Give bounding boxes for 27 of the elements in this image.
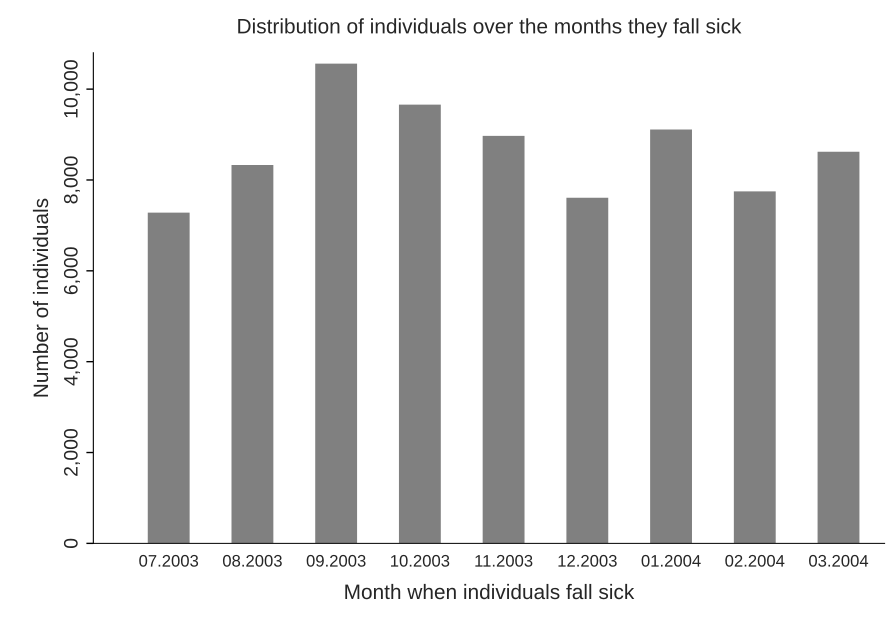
x-tick-label: 09.2003 <box>306 554 366 567</box>
y-tick-label: 10,000 <box>64 60 80 118</box>
x-axis-title: Month when individuals fall sick <box>345 584 634 600</box>
y-tick-label: 0 <box>64 538 78 548</box>
bar <box>315 64 358 544</box>
bar <box>734 191 776 544</box>
bar <box>818 152 860 544</box>
x-tick-label: 07.2003 <box>139 554 198 567</box>
x-tick-label: 11.2003 <box>475 554 532 567</box>
bar <box>398 104 441 544</box>
y-tick-label: 2,000 <box>64 428 80 476</box>
bar <box>231 164 274 544</box>
chart-title: Distribution of individuals over the months they fall sick <box>238 18 742 38</box>
y-axis-title: Number of individuals <box>32 198 48 397</box>
bar <box>148 212 190 544</box>
bar <box>566 198 608 544</box>
x-tick-label: 08.2003 <box>222 554 282 567</box>
bar <box>482 136 525 544</box>
y-tick-label: 4,000 <box>64 338 80 386</box>
x-tick-label: 02.2004 <box>725 554 784 567</box>
x-tick-label: 10.2003 <box>391 554 450 567</box>
x-tick-label: 03.2004 <box>809 554 868 567</box>
x-tick-label: 01.2004 <box>642 554 701 567</box>
y-tick-label: 6,000 <box>64 247 80 294</box>
bar <box>650 130 692 544</box>
x-tick-label: 12.2003 <box>558 554 617 567</box>
y-tick-label: 8,000 <box>64 156 80 204</box>
